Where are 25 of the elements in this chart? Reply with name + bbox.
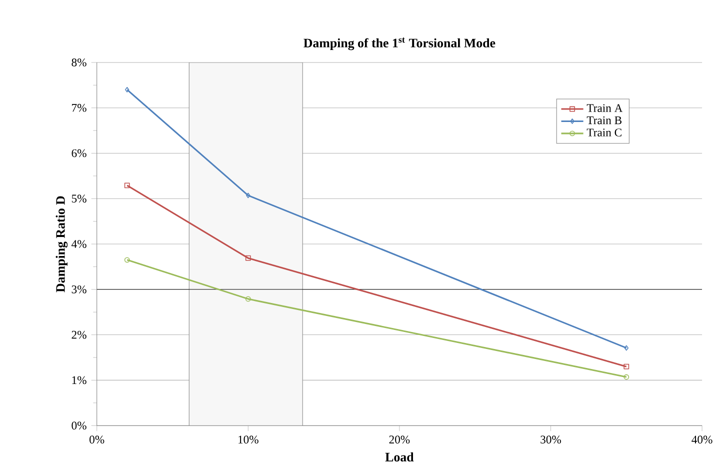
x-tick-label: 0%: [90, 436, 104, 444]
chart-title: Damping of the 1$^{st}$ Torsional Mode: [304, 38, 496, 50]
y-tick-label: 8%: [72, 58, 86, 67]
y-tick-label: 7%: [72, 104, 86, 112]
x-tick-label: 10%: [238, 436, 258, 444]
point: [124, 182, 130, 188]
point: [246, 192, 250, 198]
x-tick-label: 40%: [692, 436, 712, 444]
y-tick-label: 1%: [72, 376, 86, 384]
y-tick-label: 4%: [72, 240, 86, 248]
legend-label: Train C: [586, 128, 622, 137]
y-tick-label: 3%: [72, 286, 86, 294]
legend-label: Train B: [586, 116, 622, 124]
x-tick-label: 30%: [540, 436, 562, 444]
x-tick-label: 20%: [389, 436, 410, 444]
x-axis-title: Load: [385, 452, 414, 462]
point: [624, 364, 630, 370]
point: [245, 296, 251, 302]
y-tick-label: 2%: [72, 330, 86, 339]
y-tick-label: 0%: [72, 422, 86, 430]
y-tick-label: 5%: [72, 194, 86, 203]
y-tick-label: 6%: [72, 149, 86, 158]
legend-label: Train A: [586, 104, 623, 112]
y-axis-title: Damping Ratio D: [56, 196, 68, 292]
point: [245, 255, 251, 261]
